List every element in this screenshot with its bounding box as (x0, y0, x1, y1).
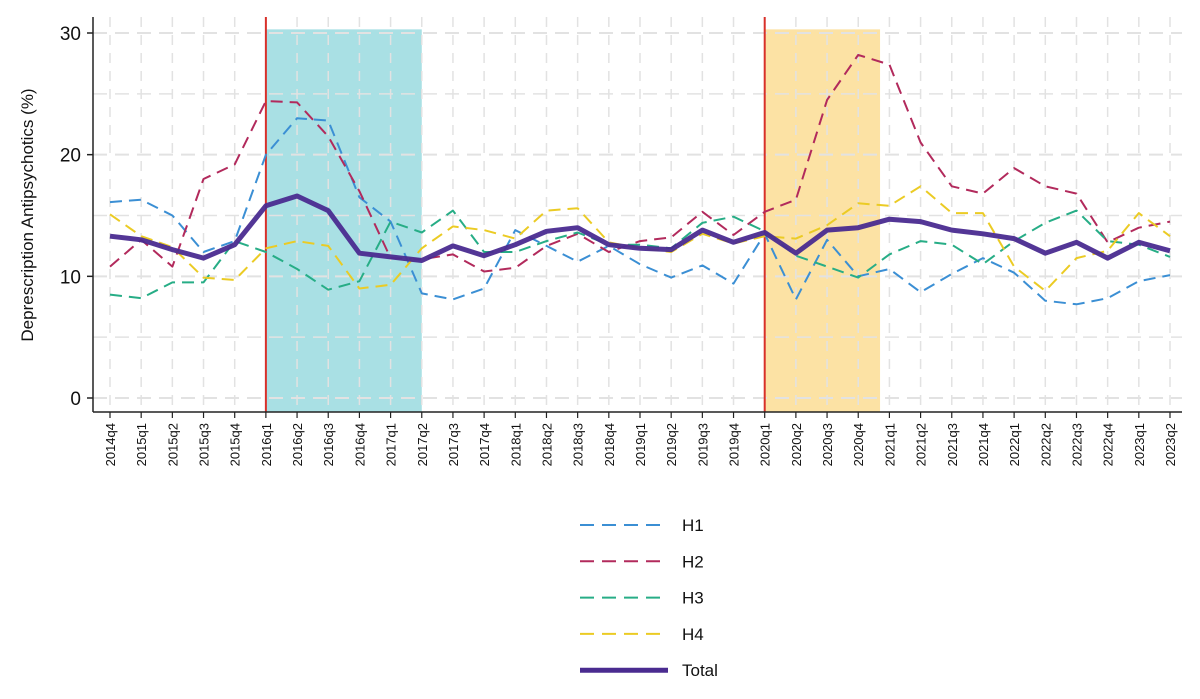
x-tick-label: 2020q4 (851, 423, 866, 466)
y-axis-label: Deprescription Antipsychotics (%) (18, 88, 37, 341)
series-line-h4 (109, 185, 1171, 292)
x-tick-label: 2019q1 (633, 423, 648, 466)
shaded-period-1 (265, 29, 422, 412)
x-tick-label: 2018q4 (602, 423, 617, 466)
x-tick-label: 2017q1 (384, 423, 399, 466)
x-tick-label: 2020q2 (789, 423, 804, 466)
y-tick-label: 30 (60, 24, 81, 45)
shaded-period-2 (764, 29, 881, 412)
legend: H1 H2 H3 H4 Total (580, 516, 718, 680)
y-tick-label: 20 (60, 146, 81, 167)
x-tick-label: 2016q3 (321, 423, 336, 466)
x-tick-label: 2018q1 (508, 423, 523, 466)
x-tick-label: 2015q2 (165, 423, 180, 466)
x-tick-label: 2015q4 (228, 423, 243, 466)
x-tick-label: 2022q1 (1007, 423, 1022, 466)
x-tick-label: 2021q2 (914, 423, 929, 466)
x-tick-label: 2023q2 (1163, 423, 1178, 466)
series-lines (109, 53, 1171, 306)
series-line-h1 (109, 117, 1171, 306)
legend-label-h3: H3 (682, 589, 704, 608)
legend-label-h2: H2 (682, 552, 704, 571)
x-tick-label: 2019q2 (664, 423, 679, 466)
x-tick-label: 2015q3 (197, 423, 212, 466)
x-tick-label: 2018q3 (571, 423, 586, 466)
intervention-lines (264, 17, 766, 412)
series-line-h3 (109, 209, 1171, 300)
legend-label-total: Total (682, 661, 718, 680)
x-tick-label: 2014q4 (103, 423, 118, 466)
gridlines (93, 17, 1182, 412)
x-tick-label: 2022q3 (1069, 423, 1084, 466)
x-tick-label: 2016q1 (259, 423, 274, 466)
x-tick-label: 2017q2 (415, 423, 430, 466)
series-line-total (109, 193, 1171, 263)
x-tick-label: 2022q2 (1038, 423, 1053, 466)
x-tick-label: 2018q2 (539, 423, 554, 466)
x-tick-label: 2016q2 (290, 423, 305, 466)
x-tick-label: 2023q1 (1132, 423, 1147, 466)
series-line-h2 (109, 53, 1171, 273)
x-tick-label: 2017q3 (446, 423, 461, 466)
x-tick-label: 2020q1 (758, 423, 773, 466)
x-tick-label: 2021q3 (945, 423, 960, 466)
legend-label-h4: H4 (682, 625, 704, 644)
x-tick-label: 2015q1 (134, 423, 149, 466)
x-tick-label: 2017q4 (477, 423, 492, 466)
x-tick-label: 2021q1 (882, 423, 897, 466)
shaded-periods (265, 29, 881, 412)
y-tick-label: 10 (60, 267, 81, 288)
legend-label-h1: H1 (682, 516, 704, 535)
x-tick-label: 2020q3 (820, 423, 835, 466)
x-tick-label: 2019q3 (695, 423, 710, 466)
x-tick-label: 2019q4 (727, 423, 742, 466)
x-tick-label: 2021q4 (976, 423, 991, 466)
x-tick-label: 2022q4 (1101, 423, 1116, 466)
axes: 0 10 20 30 2014q4 2015q1 2015q2 2015q3 2015q4 201… (60, 17, 1182, 466)
y-tick-label: 0 (70, 389, 81, 410)
x-tick-label: 2016q4 (352, 423, 367, 466)
